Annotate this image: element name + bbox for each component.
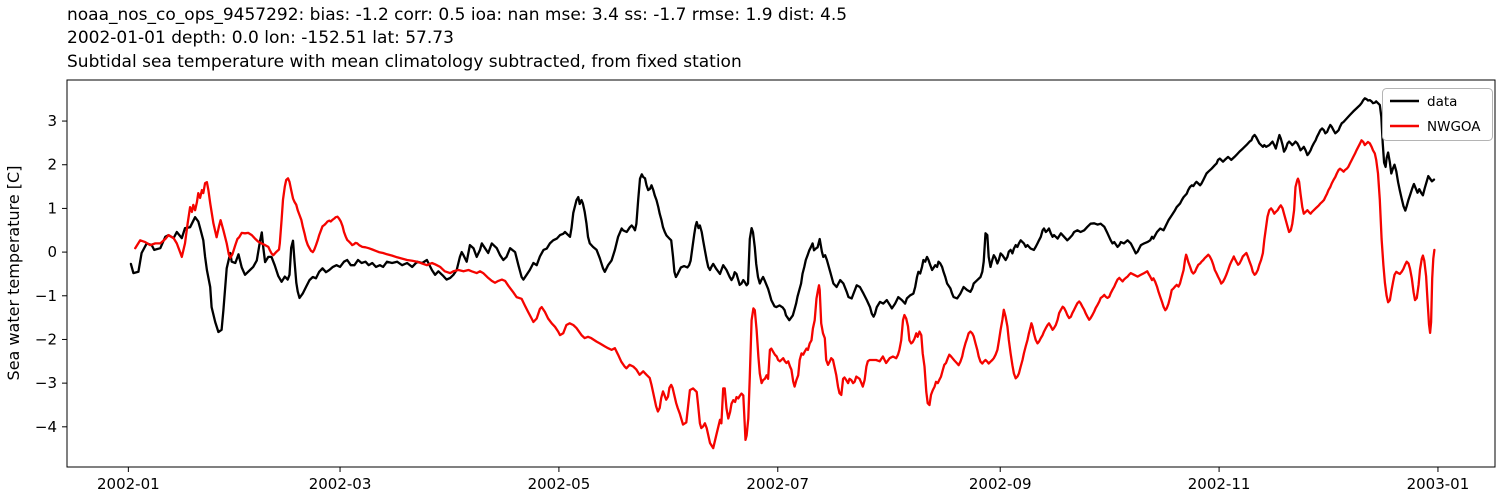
x-tick-label: 2002-03 bbox=[309, 475, 372, 493]
title-line-description: Subtidal sea temperature with mean clima… bbox=[67, 52, 742, 72]
axis-ticks: 2002-01 2002-03 2002-05 2002-07 2002-09 2002-… bbox=[35, 112, 1469, 493]
y-axis-label: Sea water temperature [C] bbox=[4, 166, 23, 381]
y-tick-label: 2 bbox=[47, 156, 57, 174]
data-series-line bbox=[129, 97, 1436, 334]
y-tick-label: −1 bbox=[35, 287, 57, 305]
data-series bbox=[129, 97, 1436, 450]
legend-label-data: data bbox=[1427, 94, 1457, 110]
x-tick-label: 2002-07 bbox=[746, 475, 809, 493]
x-tick-label: 2002-05 bbox=[528, 475, 591, 493]
y-tick-label: 1 bbox=[47, 199, 57, 217]
y-tick-label: −2 bbox=[35, 330, 57, 348]
title-line-stats: noaa_nos_co_ops_9457292: bias: -1.2 corr… bbox=[67, 5, 847, 25]
x-tick-label: 2002-01 bbox=[97, 475, 160, 493]
x-tick-label: 2002-11 bbox=[1188, 475, 1251, 493]
nwgoa-series-line bbox=[134, 139, 1436, 450]
title-line-location: 2002-01-01 depth: 0.0 lon: -152.51 lat: … bbox=[67, 28, 454, 48]
legend-label-nwgoa: NWGOA bbox=[1427, 119, 1481, 135]
y-tick-label: −3 bbox=[35, 374, 57, 392]
y-tick-label: 3 bbox=[47, 112, 57, 130]
y-tick-label: 0 bbox=[47, 243, 57, 261]
y-tick-label: −4 bbox=[35, 418, 57, 436]
x-tick-label: 2003-01 bbox=[1407, 475, 1470, 493]
legend: data NWGOA bbox=[1382, 88, 1493, 141]
x-tick-label: 2002-09 bbox=[969, 475, 1032, 493]
